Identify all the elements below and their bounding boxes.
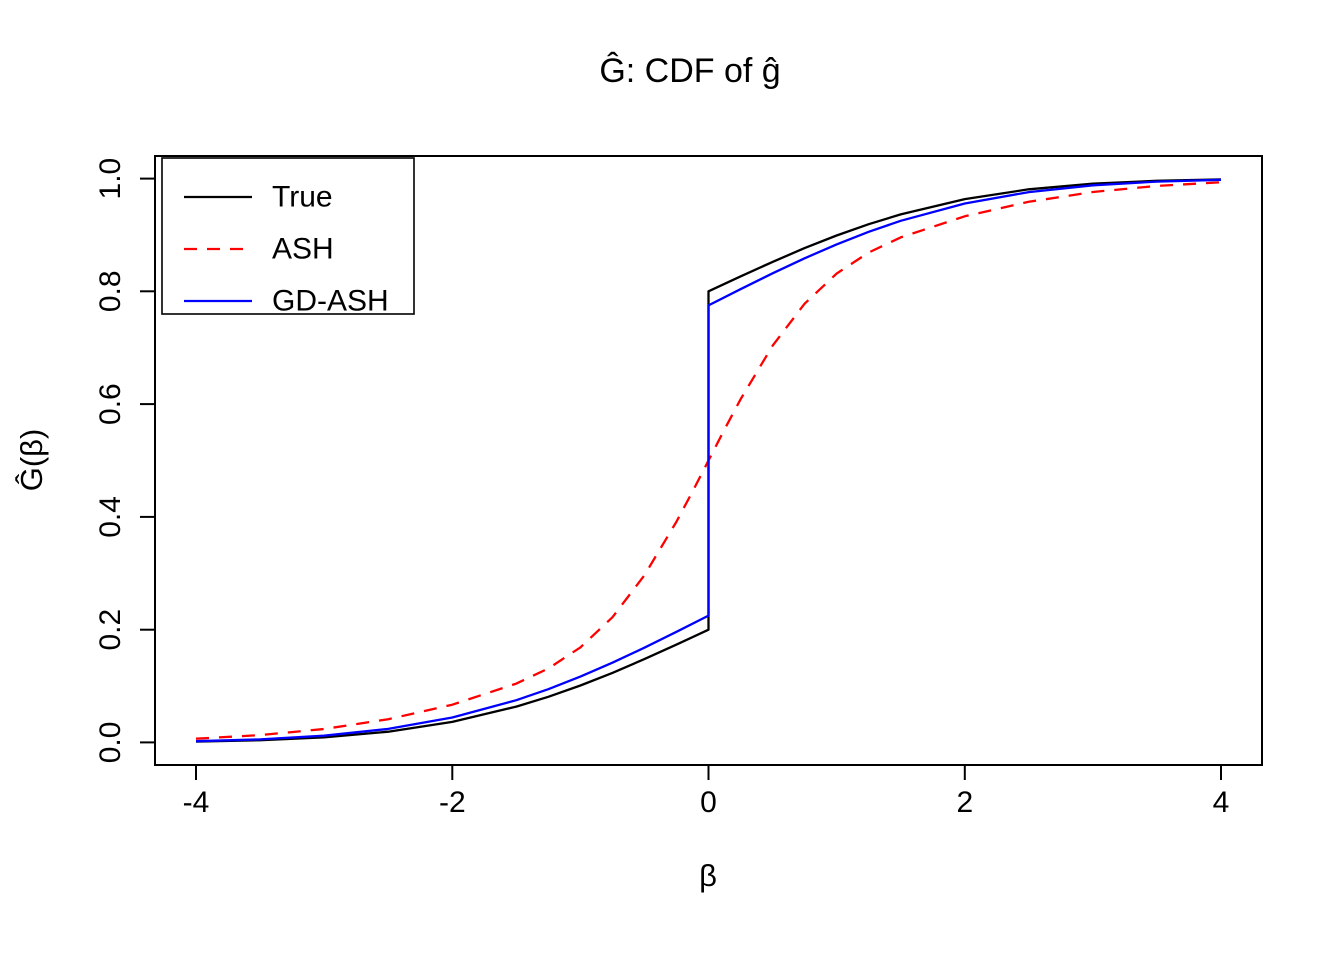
x-tick-label: 0 [700,786,717,819]
x-tick-label: -2 [439,786,466,819]
series-line-gd-ash [195,178,1222,743]
x-axis: -4 -2 0 2 4 [183,765,1230,819]
legend-box [161,157,415,315]
y-tick-label: 0.8 [94,270,127,312]
x-tick-label: 4 [1213,786,1230,819]
legend-label-ash: ASH [272,233,334,266]
y-tick-label: 0.4 [94,496,127,538]
y-tick-label: 0.0 [94,722,127,764]
x-axis-label: β [699,858,717,893]
legend: True ASH GD-ASH [161,157,415,318]
chart-title: Ĝ: CDF of ĝ [599,52,780,90]
y-axis: 0.0 0.2 0.4 0.6 0.8 1.0 [94,158,155,764]
x-tick-label: 2 [956,786,973,819]
series-lines [195,178,1222,743]
legend-label-gd-ash: GD-ASH [272,285,389,318]
y-tick-label: 1.0 [94,158,127,200]
y-axis-label: Ĝ(β) [14,429,49,492]
y-tick-label: 0.6 [94,383,127,425]
legend-label-true: True [272,181,333,214]
y-tick-label: 0.2 [94,609,127,651]
x-tick-label: -4 [183,786,210,819]
